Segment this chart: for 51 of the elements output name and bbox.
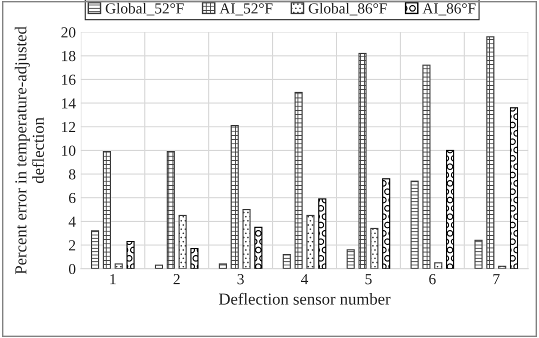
legend-label: AI_86°F <box>422 3 476 16</box>
legend-label: Global_52°F <box>106 2 184 16</box>
bar <box>230 125 239 269</box>
bar <box>294 92 303 269</box>
bar <box>178 214 187 269</box>
bar <box>190 248 199 269</box>
x-tick-label: 5 <box>366 274 372 284</box>
bar <box>410 180 419 269</box>
bar <box>254 226 262 269</box>
x-tick-label: 2 <box>174 274 180 284</box>
y-tick-label: 14 <box>62 98 76 108</box>
x-tick-label: 7 <box>493 274 500 284</box>
bar <box>382 178 390 269</box>
y-tick-label: 12 <box>62 122 76 132</box>
bar <box>370 228 378 269</box>
bar <box>166 151 175 269</box>
bar <box>434 262 442 269</box>
bar <box>318 198 326 269</box>
bar <box>510 107 518 269</box>
bar <box>114 263 123 269</box>
y-tick-label: 16 <box>62 74 76 85</box>
bar <box>102 151 111 269</box>
bar <box>218 263 227 269</box>
x-tick-label: 6 <box>429 274 436 284</box>
bar <box>242 209 251 269</box>
y-tick-label: 18 <box>62 50 76 62</box>
bar <box>346 249 355 269</box>
x-axis-title: Deflection sensor number <box>218 292 390 305</box>
y-axis-title: Percent error in temperature-adjusted deflection <box>14 26 44 274</box>
bar <box>446 150 454 269</box>
y-tick-label: 4 <box>68 216 76 227</box>
y-tick-label: 6 <box>69 192 76 204</box>
bar <box>306 214 315 269</box>
x-tick-label: 4 <box>301 274 308 284</box>
bar <box>486 36 494 269</box>
bar <box>91 230 100 269</box>
bar <box>422 64 431 269</box>
y-tick-label: 20 <box>61 27 76 38</box>
y-tick-label: 10 <box>62 146 76 156</box>
legend-label: Global_86°F <box>308 2 387 16</box>
bar <box>154 264 164 269</box>
x-tick-label: 1 <box>110 274 116 284</box>
bar <box>126 240 135 269</box>
y-tick-label: 8 <box>68 169 76 180</box>
legend-label: AI_52°F <box>220 3 272 16</box>
y-tick-label: 2 <box>69 240 76 250</box>
x-tick-label: 3 <box>238 274 244 284</box>
y-tick-label: 0 <box>68 264 76 274</box>
bar <box>474 240 483 269</box>
bar <box>358 52 367 269</box>
bar <box>282 254 291 269</box>
